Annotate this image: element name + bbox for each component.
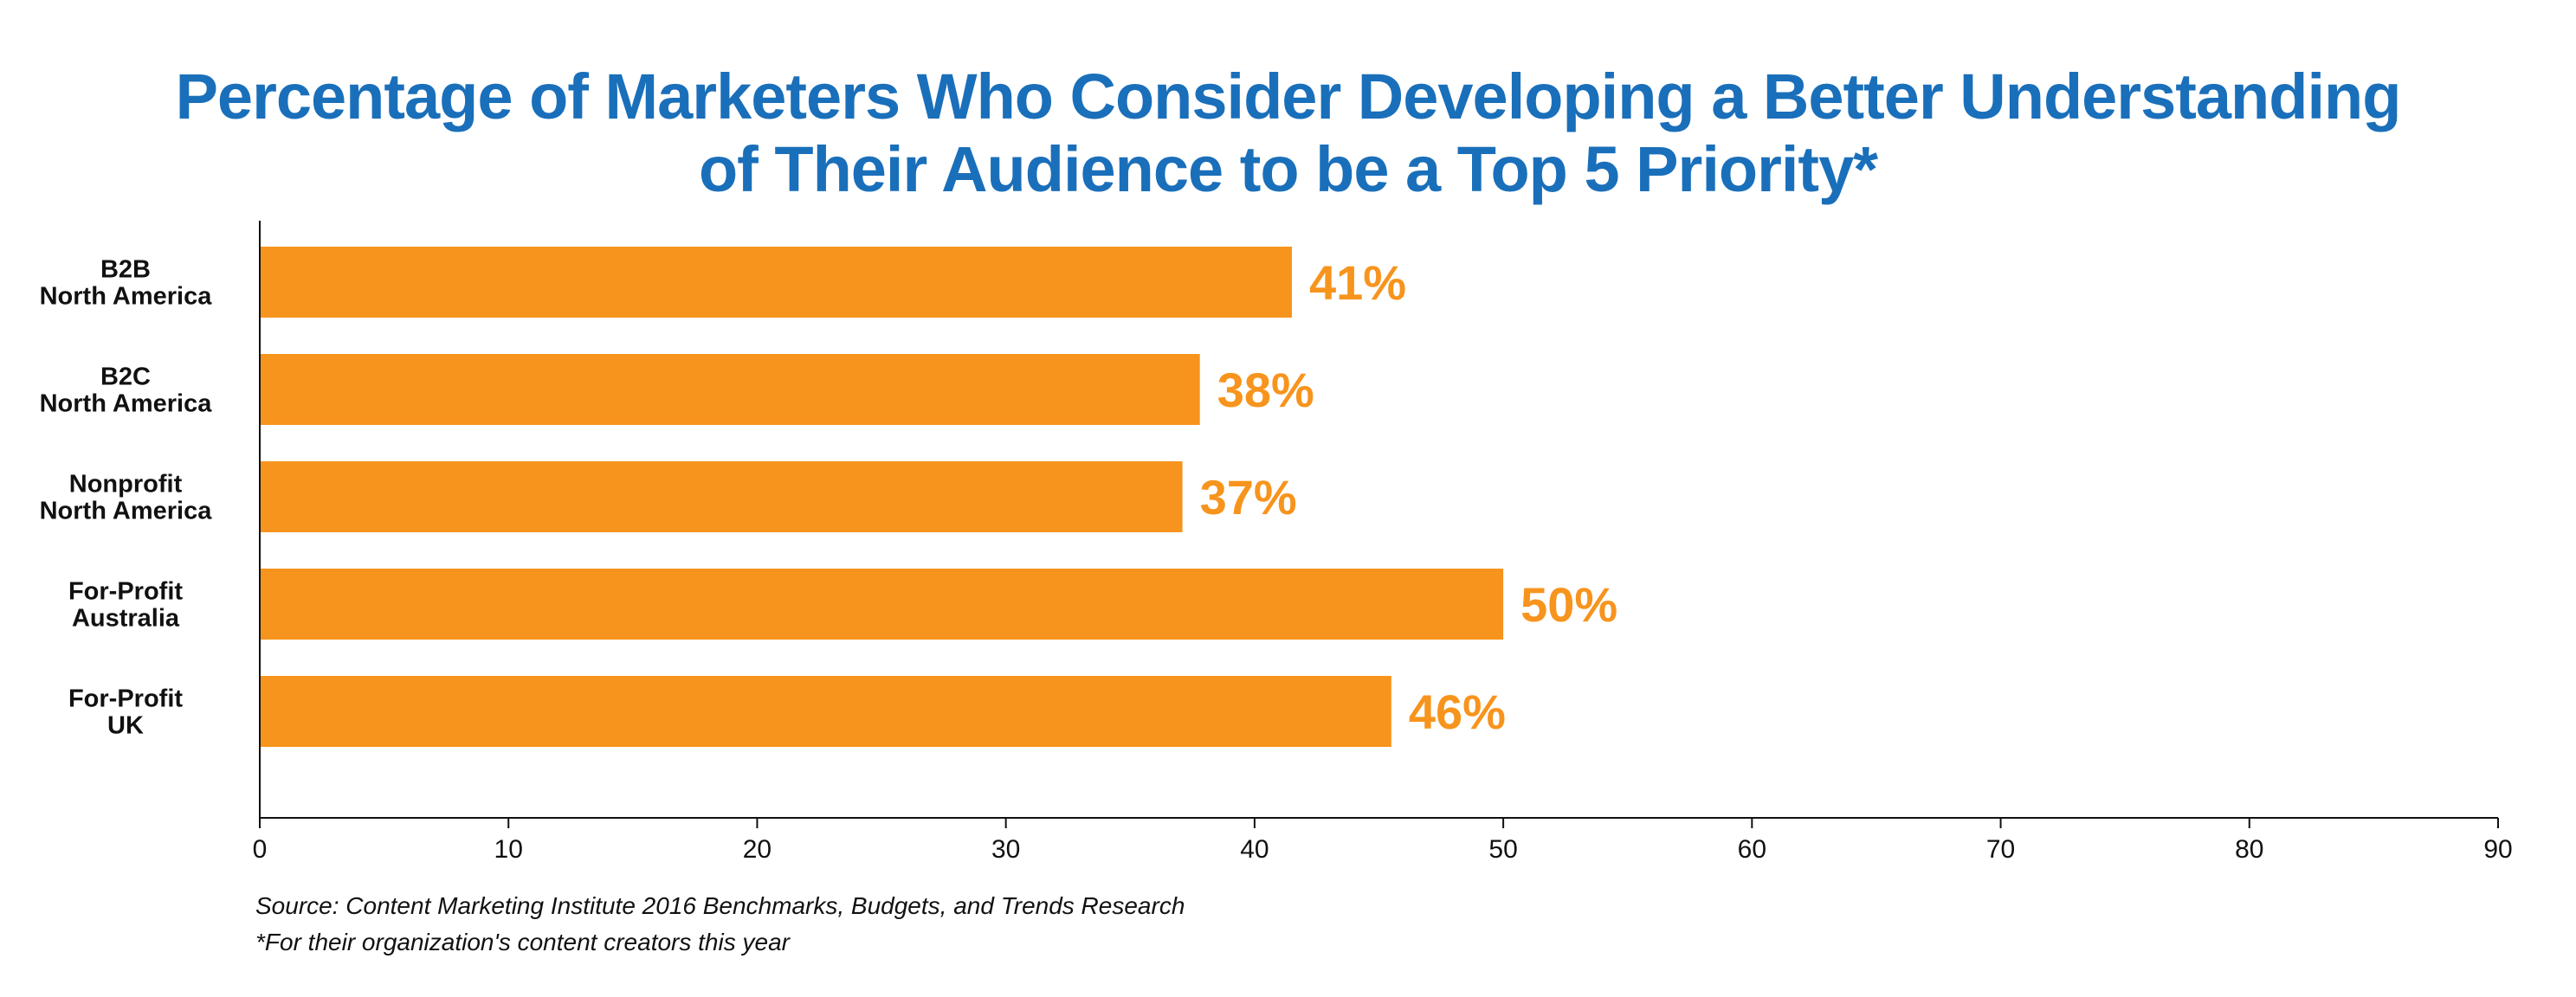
bar-2 (260, 461, 1183, 532)
x-tick-label-7: 70 (1986, 835, 2015, 864)
x-tick-label-5: 50 (1488, 835, 1517, 864)
category-label-3-0: For-Profit (68, 578, 183, 606)
bar-3 (260, 569, 1504, 640)
category-label-3-1: Australia (72, 605, 180, 633)
x-tick-label-8: 80 (2235, 835, 2263, 864)
bar-1 (260, 354, 1200, 425)
category-label-2-0: Nonprofit (69, 471, 183, 498)
x-tick-label-3: 30 (991, 835, 1020, 864)
bar-4 (260, 676, 1391, 747)
data-label-3: 50% (1520, 577, 1617, 632)
x-tick-label-1: 10 (494, 835, 523, 864)
bars-layer: 41% 38% 37% 50% 46% (260, 247, 1617, 747)
category-label-1-1: North America (40, 390, 213, 418)
category-label-2-1: North America (40, 498, 213, 525)
data-label-2: 37% (1200, 470, 1297, 524)
x-tick-label-0: 0 (253, 835, 268, 864)
data-label-0: 41% (1309, 255, 1406, 310)
data-label-1: 38% (1217, 363, 1314, 417)
x-tick-label-6: 60 (1738, 835, 1766, 864)
source-note: Source: Content Marketing Institute 2016… (255, 892, 1185, 919)
footnote-asterisk: *For their organization's content creato… (255, 929, 790, 955)
bar-0 (260, 247, 1292, 318)
x-tick-label-9: 90 (2483, 835, 2512, 864)
data-label-4: 46% (1409, 685, 1506, 739)
x-tick-label-4: 40 (1240, 835, 1269, 864)
chart-title-line-1: Percentage of Marketers Who Consider Dev… (175, 61, 2402, 132)
category-label-4-0: For-Profit (68, 685, 183, 713)
category-label-0-0: B2B (100, 256, 151, 284)
x-axis: 0 10 20 30 40 50 60 70 80 90 (253, 221, 2513, 864)
chart-title: Percentage of Marketers Who Consider Dev… (0, 61, 2576, 206)
chart-title-line-2: of Their Audience to be a Top 5 Priority… (698, 133, 1878, 205)
category-label-1-0: B2C (100, 363, 151, 391)
category-label-4-1: UK (107, 712, 144, 740)
category-label-0-1: North America (40, 283, 213, 311)
x-tick-label-2: 20 (743, 835, 772, 864)
